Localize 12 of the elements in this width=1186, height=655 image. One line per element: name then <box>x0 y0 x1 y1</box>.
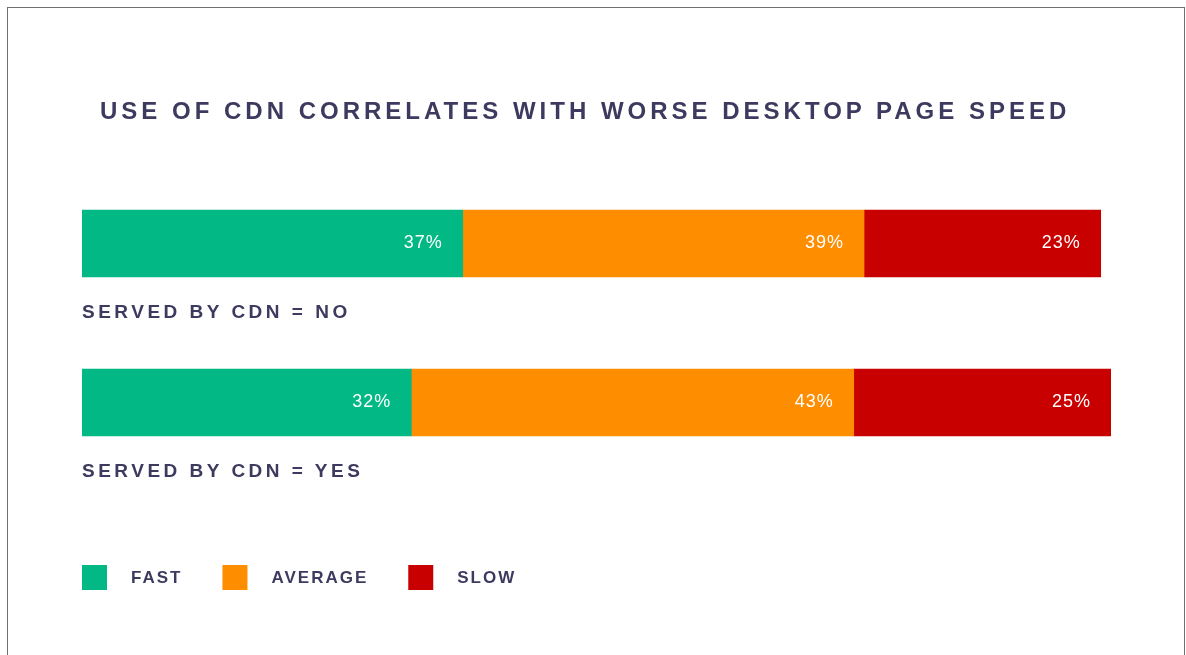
chart-title: USE OF CDN CORRELATES WITH WORSE DESKTOP PAGE SPEED <box>100 96 1071 124</box>
data-label: 32% <box>352 391 392 412</box>
y-tick-label: SERVED BY CDN = NO <box>82 301 351 323</box>
y-tick-label: SERVED BY CDN = YES <box>82 460 364 482</box>
legend-label: FAST <box>131 568 183 588</box>
data-label: 23% <box>1041 232 1081 253</box>
legend-label: SLOW <box>457 568 517 588</box>
data-label: 39% <box>805 232 845 253</box>
data-label: 43% <box>794 391 834 412</box>
data-label: 37% <box>403 232 443 253</box>
data-label: 25% <box>1051 391 1091 412</box>
legend-label: AVERAGE <box>271 568 369 588</box>
